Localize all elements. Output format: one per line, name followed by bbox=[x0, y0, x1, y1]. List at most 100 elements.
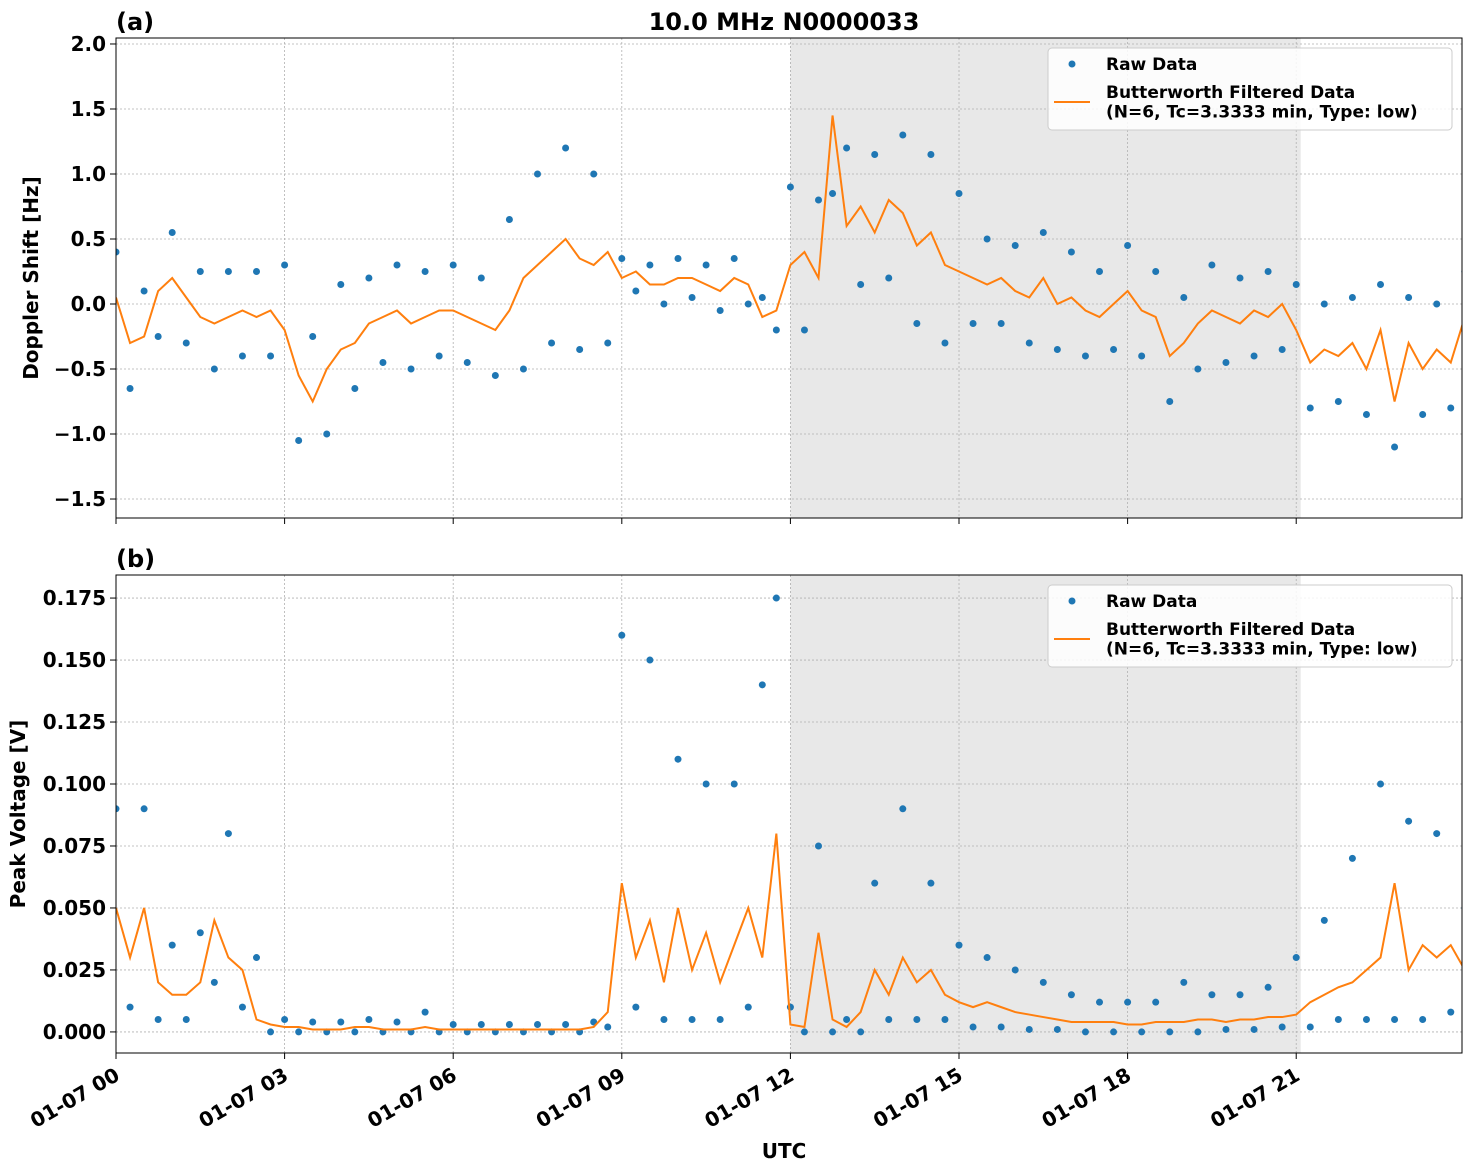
raw-point bbox=[323, 430, 331, 438]
raw-point bbox=[913, 320, 921, 328]
raw-point bbox=[224, 830, 232, 838]
raw-point bbox=[688, 294, 696, 302]
raw-point bbox=[337, 1018, 345, 1026]
raw-point bbox=[786, 183, 794, 191]
chart-title: 10.0 MHz N0000033 bbox=[649, 8, 920, 36]
raw-point bbox=[800, 1028, 808, 1036]
raw-point bbox=[1362, 411, 1370, 419]
raw-point bbox=[449, 261, 457, 269]
plot-area bbox=[116, 594, 1462, 1036]
raw-point bbox=[716, 1016, 724, 1024]
raw-point bbox=[1011, 966, 1019, 974]
panel-label: (a) bbox=[116, 8, 154, 36]
raw-point bbox=[1039, 978, 1047, 986]
x-tick-label: 01-07 15 bbox=[869, 1063, 967, 1133]
legend-box bbox=[1047, 47, 1453, 131]
raw-point bbox=[969, 1023, 977, 1031]
raw-point bbox=[281, 1016, 289, 1024]
raw-point bbox=[379, 359, 387, 367]
raw-point bbox=[548, 339, 556, 347]
raw-point bbox=[407, 365, 415, 373]
y-tick-label: 0.175 bbox=[43, 586, 106, 610]
raw-point bbox=[815, 196, 823, 204]
y-tick-label: 0.025 bbox=[43, 958, 106, 982]
raw-point bbox=[1025, 1025, 1033, 1033]
raw-point bbox=[1152, 998, 1160, 1006]
raw-point bbox=[829, 189, 837, 197]
raw-point bbox=[253, 954, 261, 962]
legend-marker bbox=[1068, 60, 1076, 68]
raw-point bbox=[646, 656, 654, 664]
raw-point bbox=[955, 189, 963, 197]
raw-point bbox=[1405, 294, 1413, 302]
raw-point bbox=[1306, 404, 1314, 412]
raw-point bbox=[702, 780, 710, 788]
raw-point bbox=[116, 805, 120, 813]
raw-point bbox=[210, 978, 218, 986]
raw-point bbox=[1447, 1008, 1455, 1016]
raw-point bbox=[1292, 954, 1300, 962]
raw-point bbox=[983, 235, 991, 243]
raw-point bbox=[1348, 854, 1356, 862]
raw-point bbox=[997, 1023, 1005, 1031]
raw-point bbox=[238, 352, 246, 360]
legend-box bbox=[1047, 584, 1453, 668]
raw-point bbox=[1053, 346, 1061, 354]
raw-point bbox=[126, 385, 134, 393]
axes-frame bbox=[115, 574, 1463, 1054]
y-tick-label: −1.0 bbox=[54, 422, 106, 446]
raw-point bbox=[309, 333, 317, 341]
y-tick-label: 0.5 bbox=[71, 227, 106, 251]
raw-point bbox=[632, 287, 640, 295]
raw-point bbox=[857, 281, 865, 289]
raw-point bbox=[449, 1020, 457, 1028]
raw-point bbox=[393, 1018, 401, 1026]
raw-point bbox=[140, 805, 148, 813]
legend-label: Butterworth Filtered Data (N=6, Tc=3.3333… bbox=[1106, 83, 1418, 123]
x-tick-label: 01-07 21 bbox=[1206, 1063, 1304, 1133]
raw-point bbox=[116, 248, 120, 256]
raw-point bbox=[1391, 1016, 1399, 1024]
raw-point bbox=[1067, 248, 1075, 256]
raw-point bbox=[1110, 346, 1118, 354]
raw-point bbox=[702, 261, 710, 269]
raw-point bbox=[1377, 780, 1385, 788]
raw-point bbox=[1264, 983, 1272, 991]
raw-point bbox=[1208, 261, 1216, 269]
raw-point bbox=[744, 1003, 752, 1011]
raw-point bbox=[154, 1016, 162, 1024]
y-tick-label: 0.050 bbox=[43, 896, 106, 920]
raw-point bbox=[941, 339, 949, 347]
raw-point bbox=[182, 339, 190, 347]
raw-point bbox=[421, 267, 429, 275]
y-tick-label: 0.125 bbox=[43, 710, 106, 734]
raw-point bbox=[1250, 1025, 1258, 1033]
raw-point bbox=[168, 228, 176, 236]
raw-point bbox=[758, 681, 766, 689]
y-tick-label: 0.100 bbox=[43, 772, 106, 796]
raw-point bbox=[309, 1018, 317, 1026]
raw-point bbox=[491, 372, 499, 380]
y-axis-label: Doppler Shift [Hz] bbox=[19, 176, 43, 380]
raw-point bbox=[351, 1028, 359, 1036]
raw-point bbox=[941, 1016, 949, 1024]
raw-point bbox=[477, 274, 485, 282]
x-tick-label: 01-07 18 bbox=[1038, 1063, 1136, 1133]
raw-point bbox=[435, 352, 443, 360]
legend-label: Raw Data bbox=[1106, 592, 1197, 612]
y-tick-label: −1.5 bbox=[54, 487, 106, 511]
raw-point bbox=[1447, 404, 1455, 412]
raw-point bbox=[604, 339, 612, 347]
raw-point bbox=[604, 1023, 612, 1031]
raw-point bbox=[1419, 1016, 1427, 1024]
raw-point bbox=[871, 150, 879, 158]
raw-point bbox=[1433, 300, 1441, 308]
raw-point bbox=[1166, 1028, 1174, 1036]
axes-frame bbox=[115, 37, 1463, 519]
raw-point bbox=[843, 1016, 851, 1024]
raw-point bbox=[744, 300, 752, 308]
legend-label: Raw Data bbox=[1106, 55, 1197, 75]
raw-point bbox=[772, 326, 780, 334]
raw-point bbox=[505, 1020, 513, 1028]
